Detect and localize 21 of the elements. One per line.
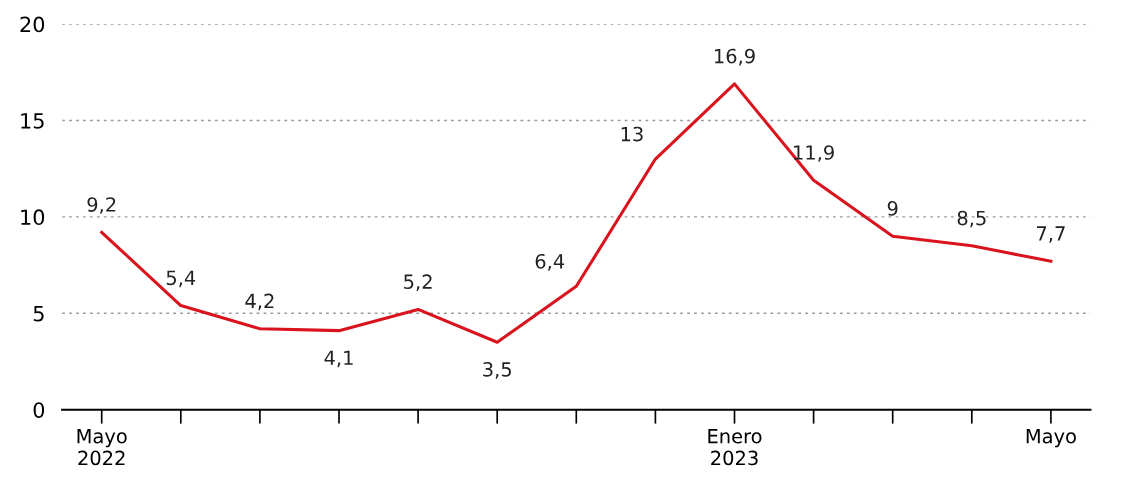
y-tick-label: 0 [33, 402, 45, 418]
data-label: 4,2 [245, 293, 274, 311]
x-tick-label: Enero 2023 [708, 429, 762, 466]
y-tick-label: 5 [33, 306, 44, 322]
data-label: 5,4 [166, 270, 196, 288]
data-label: 8,5 [957, 210, 986, 228]
x-tick-label: Mayo [1026, 429, 1076, 448]
x-tick-label: Mayo 2022 [77, 429, 127, 466]
data-label: 16,9 [714, 48, 755, 66]
data-label: 3,5 [483, 362, 511, 379]
data-label: 9,2 [87, 197, 116, 214]
data-label: 4,1 [324, 350, 353, 368]
data-label: 7,7 [1037, 226, 1065, 243]
data-label: 5,2 [404, 274, 432, 291]
y-tick-label: 15 [21, 113, 44, 129]
y-tick-label: 20 [20, 16, 45, 33]
data-label: 11,9 [794, 145, 834, 162]
data-label: 13 [621, 126, 643, 142]
data-label: 6,4 [535, 253, 565, 271]
y-tick-label: 10 [21, 209, 45, 226]
data-label: 9 [887, 201, 898, 216]
